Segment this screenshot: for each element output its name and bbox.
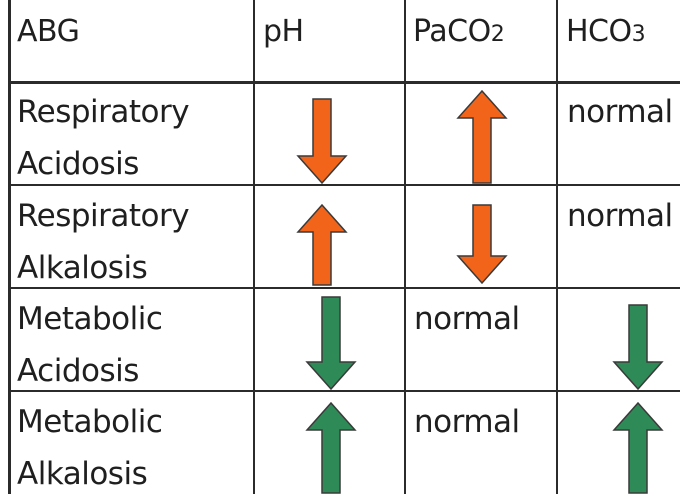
row-4-label-line2: Alkalosis [17, 456, 148, 492]
column-divider-3 [556, 0, 558, 494]
row-divider-3 [8, 390, 680, 392]
column-divider-2 [404, 0, 406, 494]
header-paco2: PaCO2 [413, 6, 505, 61]
header-paco2-main: PaCO [413, 14, 491, 49]
arrow-shape [612, 304, 664, 390]
row-2-label-line1: Respiratory [17, 198, 190, 234]
row-3-label-line2: Acidosis [17, 353, 139, 389]
header-hco3-main: HCO [566, 14, 632, 49]
header-abg: ABG [17, 14, 80, 49]
column-divider-1 [253, 0, 255, 494]
row-2-paco2-down-arrow-icon [456, 204, 508, 284]
row-2-hco3-value: normal [567, 198, 673, 234]
header-ph: pH [263, 14, 304, 49]
row-1-label-line2: Acidosis [17, 146, 139, 182]
header-paco2-sub: 2 [490, 22, 505, 47]
row-1-ph-down-arrow-icon [296, 98, 348, 184]
row-3-label-line1: Metabolic [17, 301, 163, 337]
header-hco3-sub: 3 [631, 22, 646, 47]
row-1-label-line1: Respiratory [17, 94, 190, 130]
arrow-shape [305, 402, 357, 494]
row-4-paco2-value: normal [414, 404, 520, 440]
header-hco3: HCO3 [566, 6, 646, 61]
row-4-ph-up-arrow-icon [305, 402, 357, 494]
arrow-shape [296, 98, 348, 184]
arrow-shape [456, 204, 508, 284]
row-divider-1 [8, 184, 680, 186]
row-4-label-line1: Metabolic [17, 404, 163, 440]
row-1-hco3-value: normal [567, 94, 673, 130]
table-border-left [8, 0, 11, 494]
arrow-shape [612, 402, 664, 494]
row-divider-2 [8, 287, 680, 289]
row-3-ph-down-arrow-icon [305, 296, 357, 390]
row-3-hco3-down-arrow-icon [612, 304, 664, 390]
arrow-shape [296, 204, 348, 286]
row-2-label-line2: Alkalosis [17, 250, 148, 286]
row-2-ph-up-arrow-icon [296, 204, 348, 286]
arrow-shape [305, 296, 357, 390]
row-3-paco2-value: normal [414, 301, 520, 337]
header-divider [8, 81, 680, 84]
row-1-paco2-up-arrow-icon [456, 90, 508, 184]
row-4-hco3-up-arrow-icon [612, 402, 664, 494]
arrow-shape [456, 90, 508, 184]
